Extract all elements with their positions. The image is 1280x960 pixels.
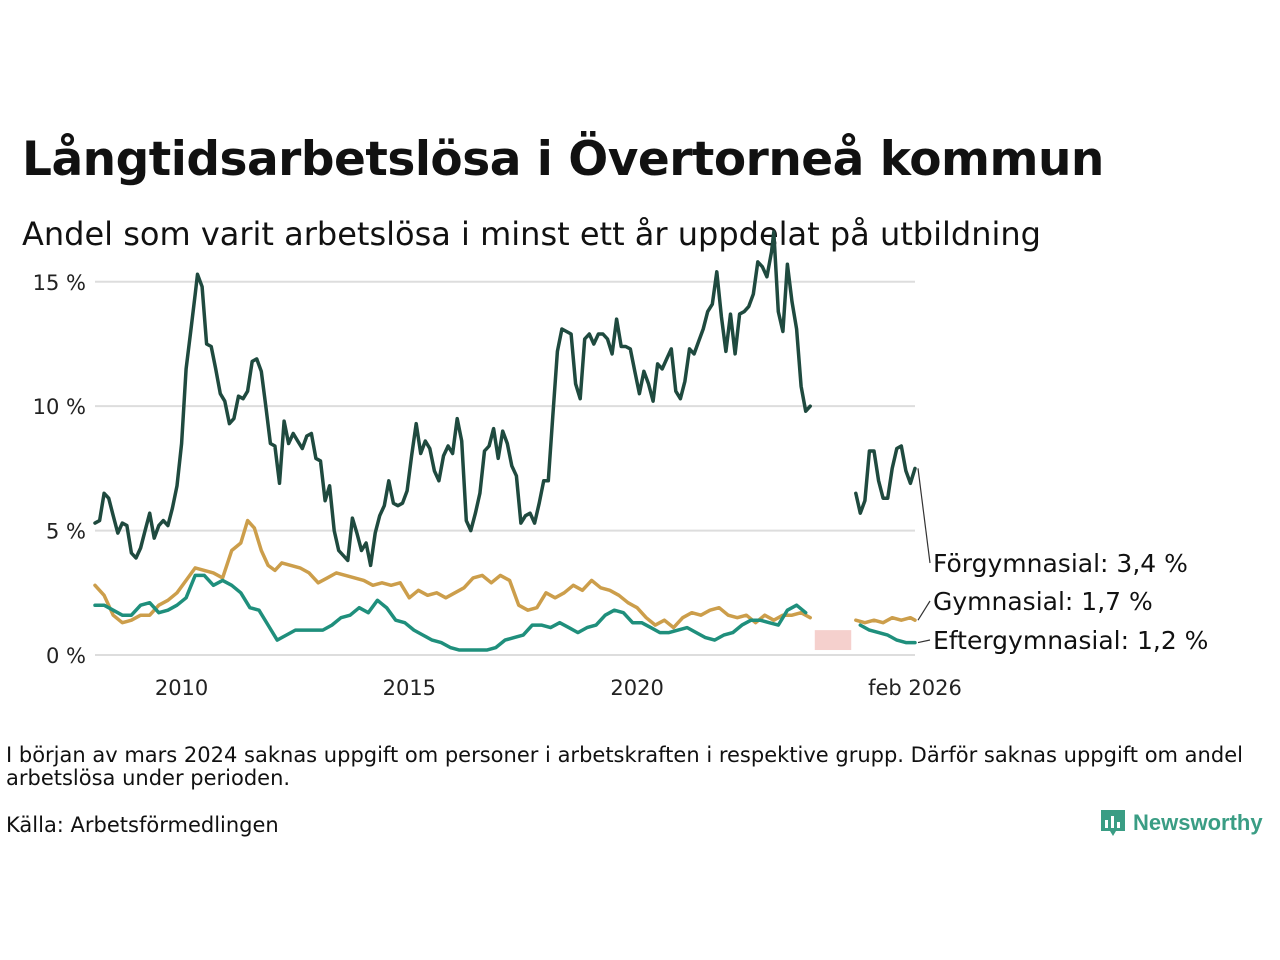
series-line-gymnasial-after-gap [854, 615, 917, 625]
x-tick-label: 2020 [610, 676, 663, 700]
newsworthy-logo[interactable]: Newsworthy [1099, 808, 1263, 838]
end-label-gymnasial: Gymnasial: 1,7 % [933, 587, 1153, 616]
series-line-eftergymnasial-after-gap [858, 623, 917, 645]
x-tick-label: 2010 [155, 676, 208, 700]
x-tick-label: feb 2026 [868, 676, 962, 700]
end-label-eftergymnasial: Eftergymnasial: 1,2 % [933, 626, 1208, 655]
end-labels: Förgymnasial: 3,4 % Gymnasial: 1,7 % Efter… [917, 468, 1208, 655]
end-label-forgymnasial: Förgymnasial: 3,4 % [933, 549, 1188, 578]
series-line-forgymnasial-before-gap [93, 230, 812, 568]
y-tick-label: 10 % [33, 395, 86, 419]
logo-text: Newsworthy [1133, 810, 1263, 835]
y-tick-label: 15 % [33, 271, 86, 295]
leader-line [917, 600, 931, 621]
series-line-forgymnasial-after-gap [854, 444, 917, 515]
series-lines [93, 230, 917, 652]
missing-period-band [814, 630, 852, 651]
y-tick-label: 0 % [46, 644, 86, 668]
chart-title: Långtidsarbetslösa i Övertorneå kommun [22, 132, 1104, 187]
source-text: Källa: Arbetsförmedlingen [6, 813, 279, 837]
footnote: I början av mars 2024 saknas uppgift om … [6, 743, 1243, 790]
series-line-gymnasial-before-gap [93, 518, 812, 630]
missing-data-band [814, 630, 852, 651]
axis-labels: 0 % 5 % 10 % 15 % 2010 2015 2020 feb 2026 [33, 271, 962, 700]
bar-chart-logo-icon [1101, 810, 1125, 836]
line-chart: 0 % 5 % 10 % 15 % 2010 2015 2020 feb 2026 Förgy… [33, 230, 1208, 700]
gridlines [95, 280, 915, 656]
series-line-eftergymnasial-before-gap [93, 573, 808, 652]
leader-line [917, 468, 931, 564]
leader-line [917, 639, 931, 644]
y-tick-label: 5 % [46, 520, 86, 544]
chart-subtitle: Andel som varit arbetslösa i minst ett å… [22, 215, 1041, 253]
x-tick-label: 2015 [383, 676, 436, 700]
